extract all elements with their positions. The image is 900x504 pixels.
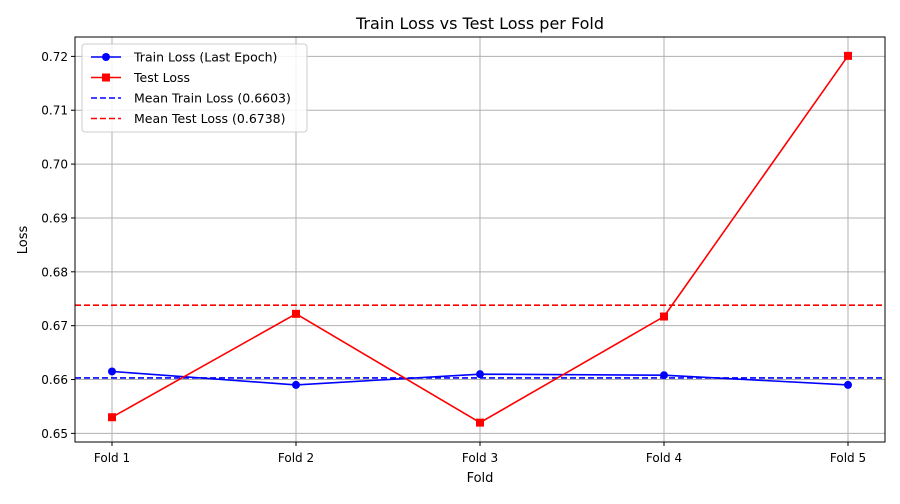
data-point [108, 367, 116, 376]
x-tick-label: Fold 2 [278, 451, 314, 465]
data-point [476, 418, 484, 427]
y-tick-label: 0.69 [41, 211, 68, 225]
y-axis-label: Loss [16, 226, 31, 255]
y-tick-label: 0.66 [41, 373, 68, 387]
x-tick-label: Fold 1 [94, 451, 130, 465]
data-point [108, 413, 116, 422]
x-tick-label: Fold 3 [462, 451, 498, 465]
legend-label: Mean Test Loss (0.6738) [134, 111, 286, 126]
x-tick-label: Fold 4 [646, 451, 682, 465]
data-point [844, 51, 852, 60]
data-point [292, 380, 300, 389]
y-tick-label: 0.71 [41, 104, 68, 118]
y-tick-label: 0.68 [41, 265, 68, 279]
legend-label: Test Loss [133, 70, 190, 85]
data-point [660, 371, 668, 380]
data-point [660, 312, 668, 321]
chart-title: Train Loss vs Test Loss per Fold [355, 14, 604, 33]
data-point [292, 309, 300, 318]
x-axis: Fold 1 Fold 2 Fold 3 Fold 4 Fold 5 [94, 442, 866, 465]
y-tick-label: 0.67 [41, 319, 68, 333]
y-tick-label: 0.72 [41, 50, 68, 64]
x-axis-label: Fold [467, 471, 494, 486]
x-tick-label: Fold 5 [830, 451, 866, 465]
y-tick-label: 0.70 [41, 158, 68, 172]
legend: Train Loss (Last Epoch) Test Loss Mean Tra… [81, 43, 308, 133]
legend-marker [102, 53, 110, 61]
y-tick-label: 0.65 [41, 427, 68, 441]
legend-label: Train Loss (Last Epoch) [133, 50, 277, 65]
legend-box [81, 43, 308, 133]
data-point [844, 380, 852, 389]
series-group [108, 51, 852, 427]
data-point [476, 370, 484, 379]
legend-label: Mean Train Loss (0.6603) [134, 91, 291, 106]
y-axis: 0.65 0.66 0.67 0.68 0.69 0.70 0.71 0.72 [41, 50, 75, 441]
legend-marker [102, 73, 110, 82]
